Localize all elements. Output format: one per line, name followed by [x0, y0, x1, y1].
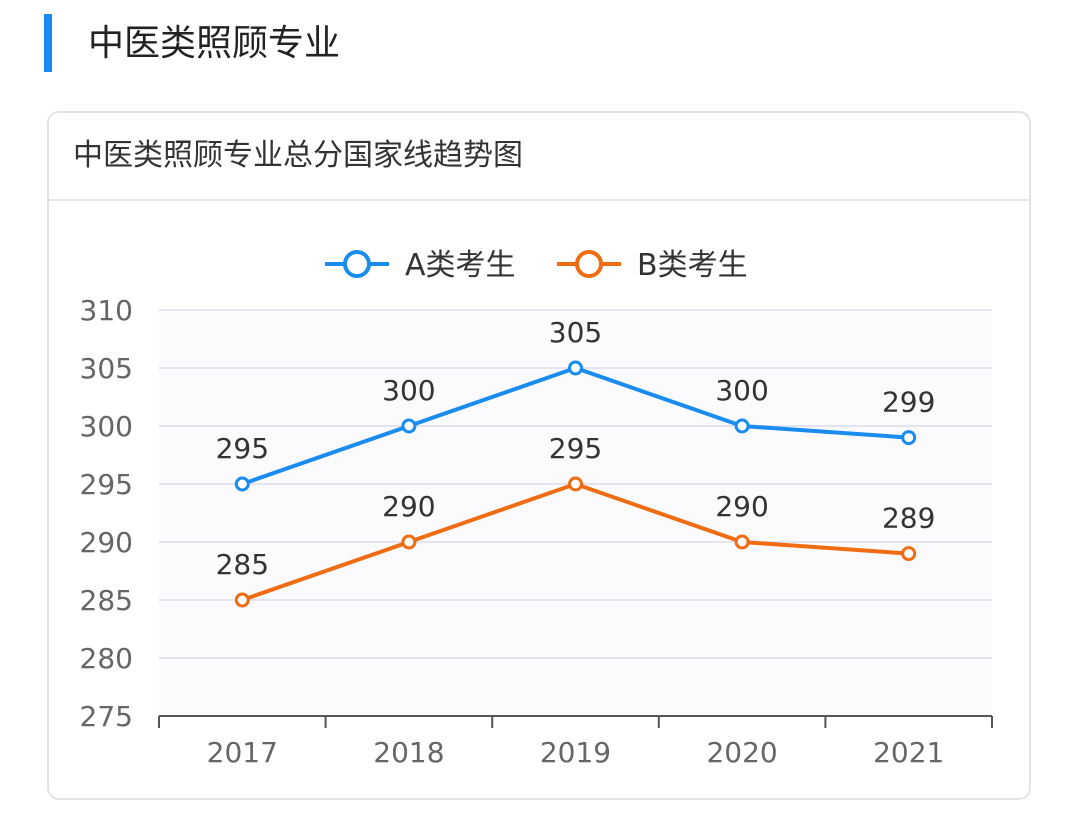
data-point	[734, 418, 750, 434]
legend-swatch-marker[interactable]	[575, 250, 603, 278]
data-label: 290	[715, 490, 768, 523]
data-label: 295	[216, 432, 269, 465]
data-label: 305	[549, 316, 602, 349]
data-point	[901, 546, 917, 562]
data-label: 300	[715, 374, 768, 407]
data-point	[568, 476, 583, 492]
x-tick-label: 2020	[706, 736, 777, 769]
chart-card-header: 中医类照顾专业总分国家线趋势图	[49, 113, 1029, 201]
section-accent-bar	[44, 14, 52, 72]
data-point	[901, 430, 917, 446]
x-tick-label: 2017	[207, 736, 278, 769]
y-tick-label: 310	[80, 294, 133, 327]
data-point	[401, 534, 417, 550]
section-title: 中医类照顾专业	[88, 23, 341, 64]
y-tick-label: 300	[80, 410, 133, 443]
data-label: 295	[549, 432, 602, 465]
line-chart: 275 280 285 290 295 300 305 310 2017 2018 2019 2020…	[80, 248, 993, 769]
chart-title: 中医类照顾专业总分国家线趋势图	[73, 138, 523, 173]
data-label: 299	[882, 386, 935, 419]
data-point	[234, 476, 250, 492]
data-label: 285	[216, 548, 269, 581]
legend-label[interactable]: B类考生	[637, 248, 748, 283]
y-tick-label: 280	[80, 642, 133, 675]
x-tick-label: 2021	[873, 736, 944, 769]
y-tick-label: 275	[80, 700, 133, 733]
y-tick-label: 290	[80, 526, 133, 559]
data-label: 290	[382, 490, 435, 523]
x-tick-label: 2018	[373, 736, 444, 769]
y-tick-label: 305	[80, 352, 133, 385]
chart-card: 中医类照顾专业总分国家线趋势图 275 280 285 290 295 300 305 310…	[47, 111, 1031, 800]
data-point	[401, 418, 417, 434]
data-label: 289	[882, 502, 935, 535]
data-point	[234, 592, 250, 608]
data-point	[734, 534, 750, 550]
legend-label[interactable]: A类考生	[405, 248, 516, 283]
y-tick-label: 285	[80, 584, 133, 617]
y-tick-label: 295	[80, 468, 133, 501]
x-tick-label: 2019	[540, 736, 611, 769]
data-label: 300	[382, 374, 435, 407]
plot-area	[159, 310, 992, 716]
data-point	[568, 360, 583, 376]
legend-swatch-marker[interactable]	[343, 250, 371, 278]
